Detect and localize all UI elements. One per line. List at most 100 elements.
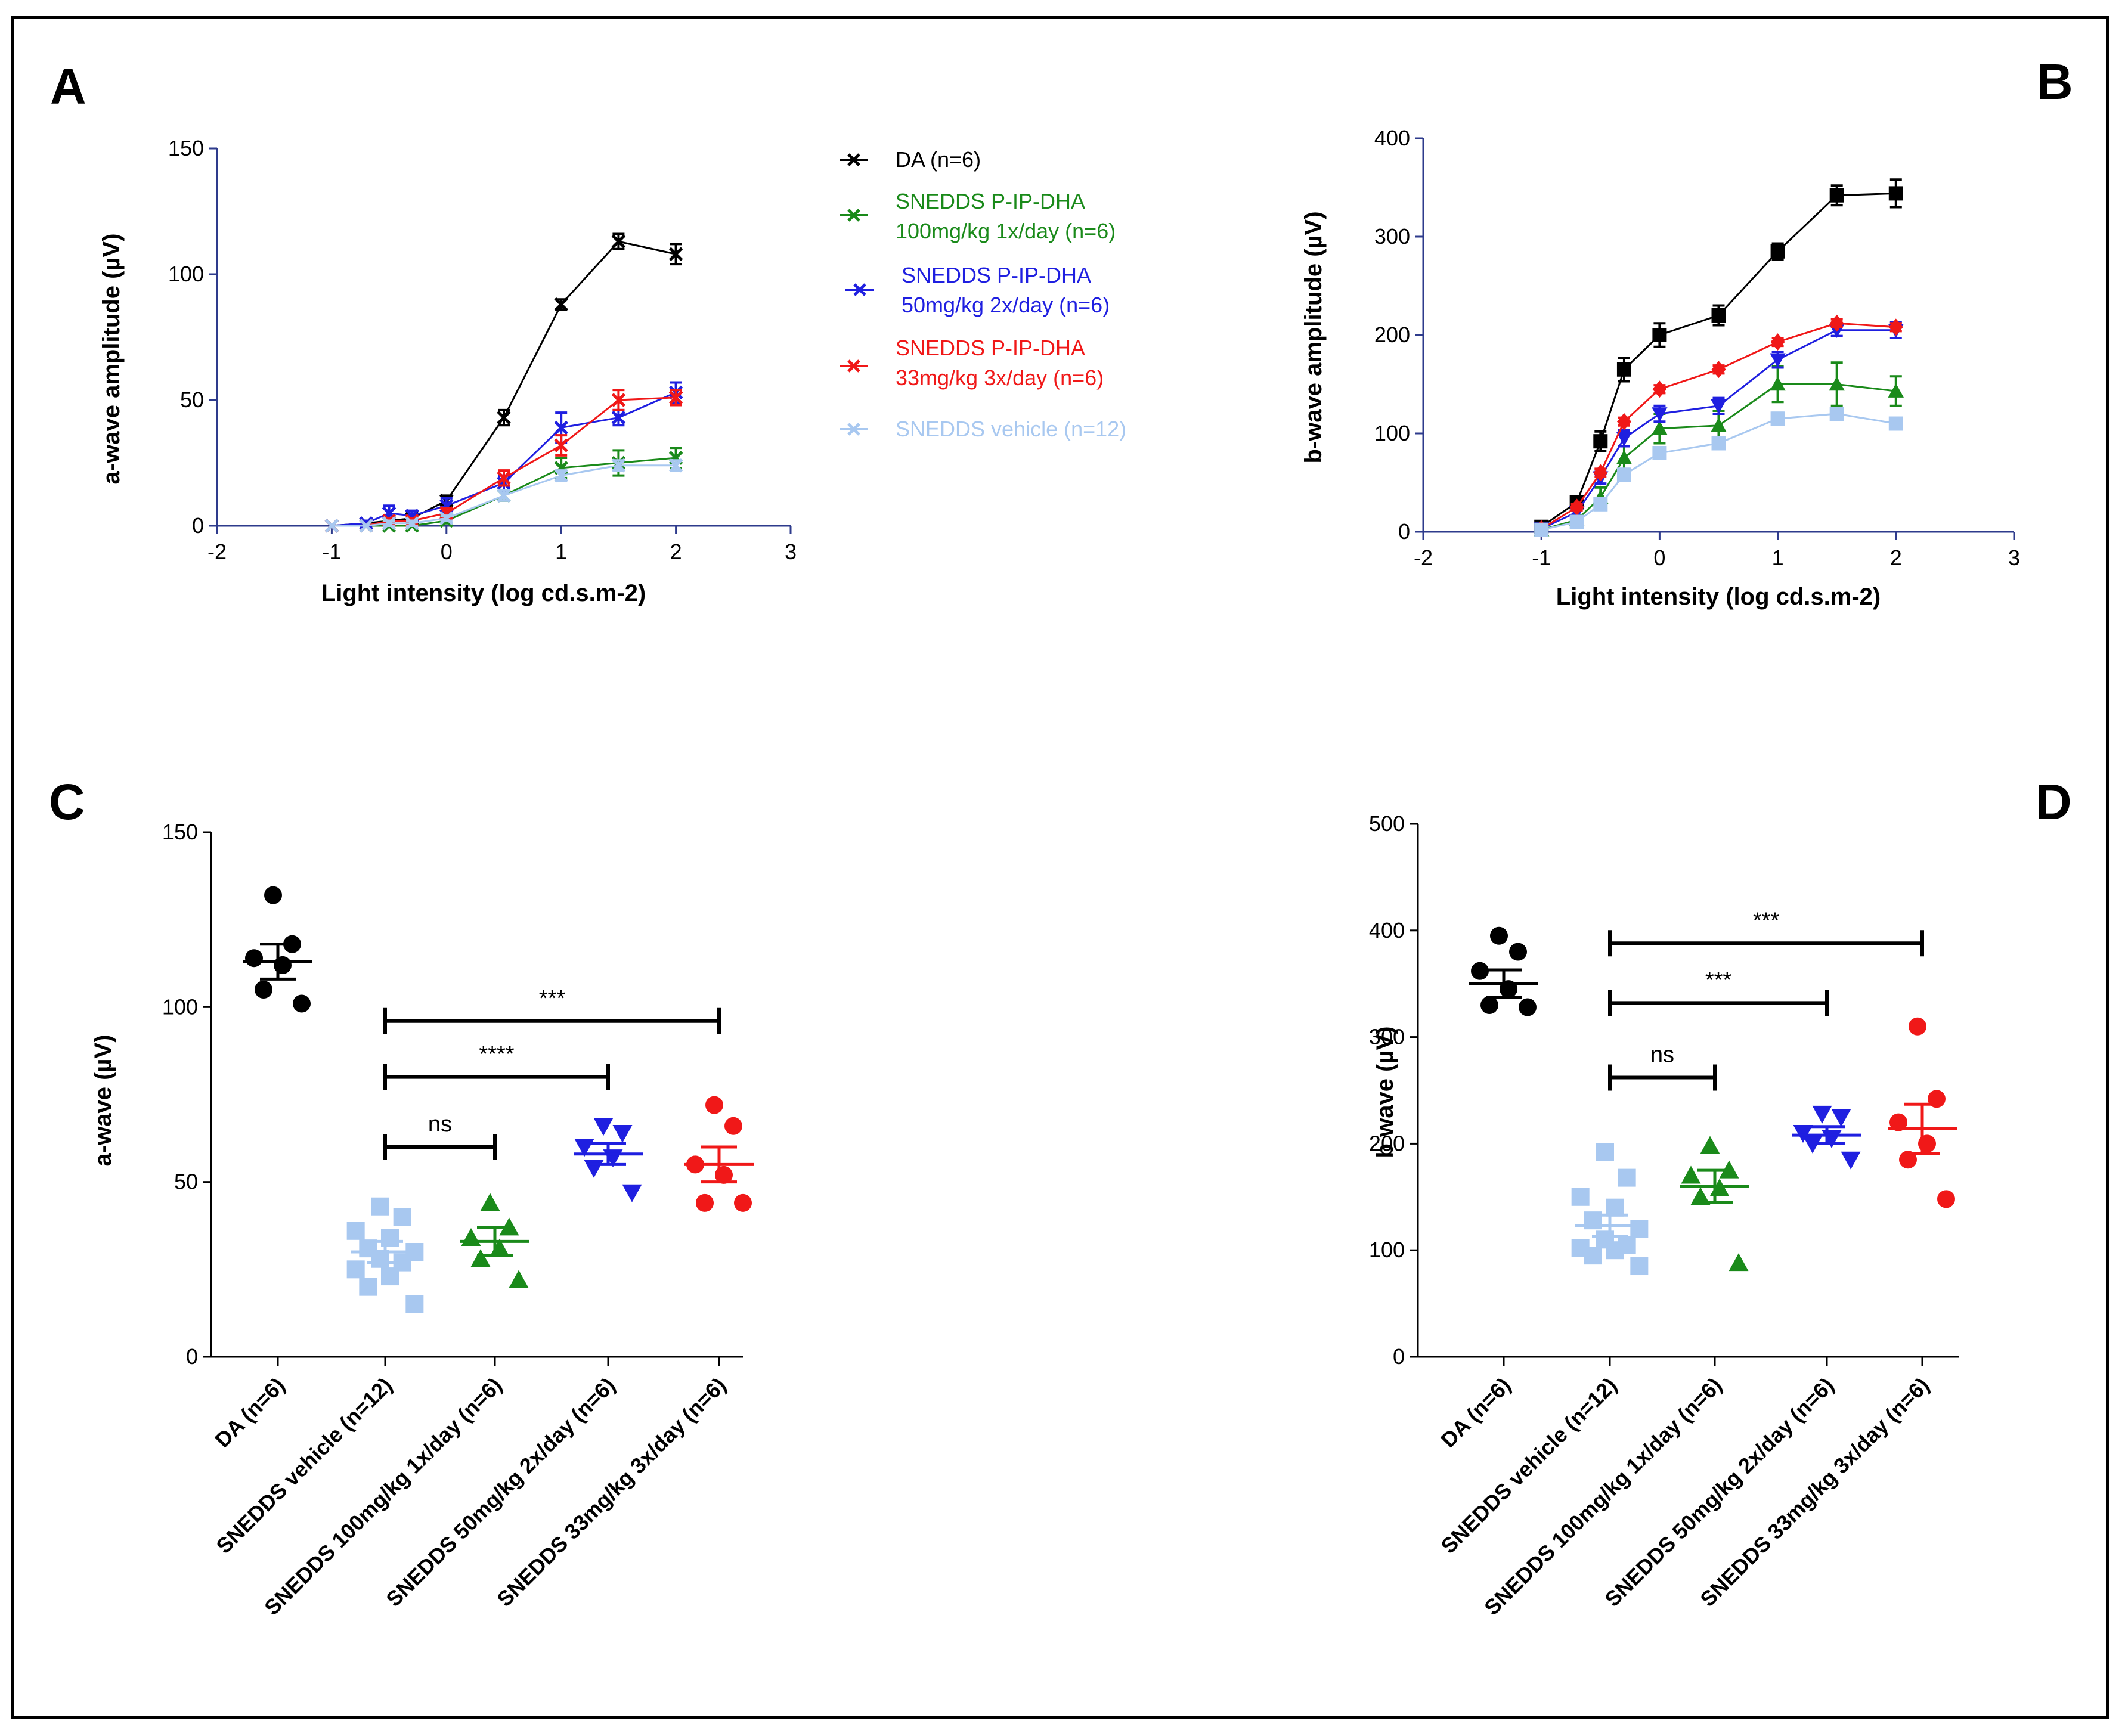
chart-c-category-label: SNEDDS 33mg/kg 3x/day (n=6) (492, 1373, 730, 1611)
chart-a-point-lightblue (324, 519, 339, 533)
chart-d-point-lightblue (1630, 1257, 1649, 1276)
chart-c-point-blue (584, 1160, 604, 1178)
chart-c-group-green (460, 1193, 529, 1288)
chart-c-point-green (470, 1249, 491, 1267)
chart-c-sem-bar-DA (260, 943, 296, 981)
chart-c-ylabel: a-wave (µV) (90, 1035, 116, 1167)
legend: DA (n=6) SNEDDS P-IP-DHA 100mg/kg 1x/day… (840, 147, 1126, 441)
chart-a-point-red (611, 393, 626, 407)
chart-b-point-DA (1888, 186, 1903, 201)
chart-d-point-blue (1822, 1130, 1842, 1148)
chart-c-point-DA (293, 994, 311, 1013)
chart-b-point-red (1652, 380, 1667, 398)
chart-b-point-lightblue (1593, 497, 1608, 512)
chart-c-point-green (480, 1193, 500, 1211)
chart-c-point-DA (255, 981, 272, 999)
chart-d-point-blue (1841, 1151, 1861, 1170)
legend-label-vehicle: SNEDDS vehicle (n=12) (896, 417, 1126, 441)
chart-b-point-blue (1711, 399, 1727, 414)
chart-a-point-DA (668, 247, 683, 262)
chart-d-ytick-label: 200 (1369, 1131, 1405, 1155)
chart-d-category-label: SNEDDS vehicle (n=12) (1436, 1373, 1621, 1558)
chart-b-point-lightblue (1829, 407, 1844, 421)
legend-marker-50mg (853, 283, 866, 296)
chart-a-xtick-label: -2 (207, 540, 227, 564)
chart-d-point-lightblue (1618, 1168, 1636, 1187)
chart-b-point-DA (1616, 362, 1631, 377)
chart-c-significance-bracket (383, 1134, 497, 1160)
chart-d-point-green (1700, 1136, 1720, 1154)
chart-b-point-red (1616, 413, 1631, 430)
chart-b-point-DA (1711, 308, 1726, 323)
chart-b-series-DA (1534, 178, 1903, 534)
chart-d-group-blue (1792, 1105, 1861, 1170)
chart-b-ytick-label: 0 (1398, 519, 1410, 544)
chart-c-sem-bar-green (477, 1226, 513, 1257)
chart-b-point-green (1770, 376, 1786, 391)
chart-c-point-blue (622, 1184, 642, 1202)
chart-d-point-lightblue (1596, 1143, 1614, 1161)
chart-d-group-green (1680, 1136, 1749, 1272)
chart-a-ytick-label: 0 (192, 513, 204, 538)
chart-b-xtick-label: 0 (1653, 545, 1665, 570)
chart-a-point-lightblue (554, 468, 568, 483)
chart-d-group-DA (1469, 926, 1538, 1016)
legend-item-vehicle: SNEDDS vehicle (n=12) (840, 417, 1126, 441)
figure-canvas: A B C D a-wave amplitude (µV) Light inte… (49, 54, 2073, 1620)
chart-d-point-red (1937, 1190, 1955, 1208)
chart-d-point-DA (1509, 943, 1527, 961)
chart-d-point-lightblue (1584, 1247, 1602, 1265)
chart-d-point-red (1889, 1113, 1907, 1132)
legend-marker-33mg (847, 359, 860, 373)
chart-b-point-blue (1652, 407, 1668, 422)
panel-letter-c: C (49, 774, 85, 830)
chart-b-xtick-label: -1 (1532, 545, 1551, 570)
chart-d-point-lightblue (1630, 1220, 1649, 1238)
chart-b-point-DA (1770, 244, 1785, 259)
chart-b-ytick-label: 400 (1374, 126, 1410, 150)
chart-d-category-label: SNEDDS 100mg/kg 1x/day (n=6) (1479, 1373, 1727, 1620)
chart-b-point-green (1652, 420, 1668, 435)
legend-label-da: DA (n=6) (896, 147, 981, 172)
chart-b-xtick-label: 3 (2008, 545, 2020, 570)
chart-a-point-blue (611, 410, 626, 425)
chart-a-point-red (554, 438, 568, 452)
chart-d-sem-bar-green (1697, 1168, 1733, 1204)
chart-d-sem-bar-lightblue (1592, 1213, 1628, 1238)
chart-a-point-DA (611, 234, 626, 249)
chart-c-significance-bracket (383, 1064, 610, 1090)
chart-b-ylabel: b-wave amplitude (µV) (1300, 211, 1327, 463)
chart-c-ytick-label: 0 (186, 1344, 198, 1369)
chart-b-ytick-label: 200 (1374, 323, 1410, 347)
chart-c-point-lightblue (346, 1222, 365, 1240)
legend-marker-100mg (847, 209, 860, 222)
chart-b-point-green (1616, 450, 1633, 465)
chart-c-sem-bar-blue (590, 1142, 626, 1166)
chart-a-wave-amplitude: a-wave amplitude (µV) Light intensity (l… (98, 136, 797, 606)
chart-d-significance-bracket (1608, 930, 1924, 957)
chart-b-point-red (1770, 333, 1785, 351)
chart-a-series-lightblue (324, 458, 683, 533)
chart-a-ytick-label: 150 (168, 136, 204, 160)
chart-b-point-red (1888, 318, 1903, 336)
chart-d-ytick-label: 500 (1369, 811, 1405, 836)
chart-b-xtick-label: -2 (1414, 545, 1433, 570)
chart-b-point-lightblue (1652, 446, 1667, 460)
legend-label-50mg-line1: SNEDDS P-IP-DHA (902, 263, 1091, 287)
chart-c-point-red (734, 1194, 752, 1212)
chart-c-point-lightblue (346, 1260, 365, 1279)
chart-a-point-lightblue (382, 516, 396, 531)
panel-letter-b: B (2037, 54, 2073, 110)
chart-a-xtick-label: 2 (670, 540, 682, 564)
chart-c-point-green (509, 1270, 529, 1288)
chart-c-significance-label: **** (479, 1042, 514, 1067)
chart-b-point-lightblue (1616, 467, 1631, 482)
chart-d-point-green (1729, 1253, 1749, 1272)
chart-c-point-lightblue (381, 1267, 399, 1286)
chart-b-point-lightblue (1534, 522, 1549, 537)
chart-d-group-lightblue (1571, 1143, 1649, 1276)
chart-d-point-DA (1480, 996, 1498, 1014)
chart-b-point-lightblue (1569, 514, 1584, 529)
chart-c-sem-bar-lightblue (367, 1239, 403, 1264)
chart-d-category-label: DA (n=6) (1436, 1373, 1515, 1452)
